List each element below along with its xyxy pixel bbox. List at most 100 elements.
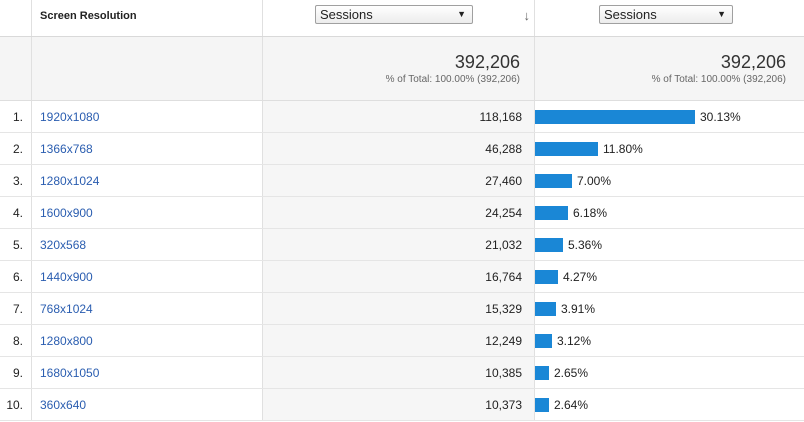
table-row: 1. 1920x1080 118,168 30.13% xyxy=(0,101,804,133)
metric-column-header: Sessions ▼ ↓ xyxy=(263,0,535,36)
metric-select-2[interactable]: Sessions ▼ xyxy=(599,4,733,24)
share-bar xyxy=(535,333,552,348)
row-index: 5. xyxy=(0,229,32,260)
resolution-cell: 1440x900 xyxy=(32,261,263,292)
dimension-header[interactable]: Screen Resolution xyxy=(32,0,263,36)
resolution-link[interactable]: 768x1024 xyxy=(40,301,93,316)
share-percent: 30.13% xyxy=(700,109,741,124)
share-percent: 2.64% xyxy=(554,397,589,412)
share-bar xyxy=(535,109,695,124)
share-percent: 5.36% xyxy=(568,237,603,252)
share-bar xyxy=(535,141,598,156)
resolution-cell: 320x568 xyxy=(32,229,263,260)
share-bar xyxy=(535,301,556,316)
row-index: 4. xyxy=(0,197,32,228)
sessions-value: 12,249 xyxy=(263,325,535,356)
share-bar xyxy=(535,365,549,380)
header-index-cell xyxy=(0,0,32,36)
share-bar-cell: 7.00% xyxy=(535,165,804,196)
share-bar-cell: 2.65% xyxy=(535,357,804,388)
table-header: Screen Resolution Sessions ▼ ↓ Sessions … xyxy=(0,0,804,37)
metric-select-1-label: Sessions xyxy=(320,6,373,22)
total-sessions-value: 392,206 xyxy=(454,52,520,72)
share-percent: 2.65% xyxy=(554,365,589,380)
sessions-value: 118,168 xyxy=(263,101,535,132)
resolution-cell: 1280x1024 xyxy=(32,165,263,196)
table-row: 7. 768x1024 15,329 3.91% xyxy=(0,293,804,325)
table-row: 5. 320x568 21,032 5.36% xyxy=(0,229,804,261)
resolution-link[interactable]: 1680x1050 xyxy=(40,365,100,380)
total-comparison-percent: % of Total: 100.00% (392,206) xyxy=(651,74,786,85)
row-index: 6. xyxy=(0,261,32,292)
table-row: 6. 1440x900 16,764 4.27% xyxy=(0,261,804,293)
totals-index-cell xyxy=(0,37,32,100)
resolution-link[interactable]: 1280x800 xyxy=(40,333,93,348)
resolution-link[interactable]: 1366x768 xyxy=(40,141,93,156)
row-index: 2. xyxy=(0,133,32,164)
share-bar-cell: 3.91% xyxy=(535,293,804,324)
share-bar-cell: 6.18% xyxy=(535,197,804,228)
resolution-cell: 1366x768 xyxy=(32,133,263,164)
table-row: 10. 360x640 10,373 2.64% xyxy=(0,389,804,421)
sessions-value: 27,460 xyxy=(263,165,535,196)
share-percent: 7.00% xyxy=(577,173,612,188)
table-body: 1. 1920x1080 118,168 30.13% 2. 1366x768 46,288… xyxy=(0,101,804,421)
table-row: 4. 1600x900 24,254 6.18% xyxy=(0,197,804,229)
share-bar-cell: 3.12% xyxy=(535,325,804,356)
resolution-cell: 1920x1080 xyxy=(32,101,263,132)
totals-row: 392,206 % of Total: 100.00% (392,206) 39… xyxy=(0,37,804,101)
resolution-cell: 1280x800 xyxy=(32,325,263,356)
resolution-link[interactable]: 1280x1024 xyxy=(40,173,100,188)
resolution-link[interactable]: 360x640 xyxy=(40,397,87,412)
resolution-link[interactable]: 1600x900 xyxy=(40,205,93,220)
row-index: 7. xyxy=(0,293,32,324)
share-percent: 4.27% xyxy=(563,269,598,284)
share-bar xyxy=(535,237,563,252)
metric-select-1[interactable]: Sessions ▼ xyxy=(315,4,473,24)
dropdown-caret-icon: ▼ xyxy=(457,9,466,19)
row-index: 1. xyxy=(0,101,32,132)
sessions-value: 16,764 xyxy=(263,261,535,292)
sessions-value: 10,373 xyxy=(263,389,535,420)
resolution-cell: 1600x900 xyxy=(32,197,263,228)
share-bar-cell: 4.27% xyxy=(535,261,804,292)
row-index: 9. xyxy=(0,357,32,388)
table-row: 3. 1280x1024 27,460 7.00% xyxy=(0,165,804,197)
table-row: 2. 1366x768 46,288 11.80% xyxy=(0,133,804,165)
metric-select-2-label: Sessions xyxy=(604,6,657,22)
sort-down-arrow-icon[interactable]: ↓ xyxy=(523,8,531,23)
sessions-value: 24,254 xyxy=(263,197,535,228)
totals-comparison-cell: 392,206 % of Total: 100.00% (392,206) xyxy=(535,37,804,100)
totals-sessions-cell: 392,206 % of Total: 100.00% (392,206) xyxy=(263,37,535,100)
share-bar-cell: 2.64% xyxy=(535,389,804,420)
resolution-link[interactable]: 1440x900 xyxy=(40,269,93,284)
share-bar-cell: 30.13% xyxy=(535,101,804,132)
sessions-value: 15,329 xyxy=(263,293,535,324)
resolution-link[interactable]: 1920x1080 xyxy=(40,109,100,124)
sessions-value: 46,288 xyxy=(263,133,535,164)
resolution-cell: 1680x1050 xyxy=(32,357,263,388)
share-bar-cell: 11.80% xyxy=(535,133,804,164)
share-percent: 6.18% xyxy=(573,205,608,220)
share-bar xyxy=(535,173,572,188)
comparison-column-header: Sessions ▼ xyxy=(535,0,804,36)
row-index: 10. xyxy=(0,389,32,420)
share-percent: 3.12% xyxy=(557,333,592,348)
dropdown-caret-icon: ▼ xyxy=(717,9,726,19)
row-index: 3. xyxy=(0,165,32,196)
table-row: 9. 1680x1050 10,385 2.65% xyxy=(0,357,804,389)
total-comparison-value: 392,206 xyxy=(720,52,786,72)
share-bar-cell: 5.36% xyxy=(535,229,804,260)
resolution-link[interactable]: 320x568 xyxy=(40,237,87,252)
sessions-value: 10,385 xyxy=(263,357,535,388)
table-row: 8. 1280x800 12,249 3.12% xyxy=(0,325,804,357)
total-sessions-percent: % of Total: 100.00% (392,206) xyxy=(385,74,520,85)
share-percent: 3.91% xyxy=(561,301,596,316)
share-percent: 11.80% xyxy=(603,141,643,156)
share-bar xyxy=(535,269,558,284)
share-bar xyxy=(535,205,568,220)
sessions-value: 21,032 xyxy=(263,229,535,260)
resolution-cell: 768x1024 xyxy=(32,293,263,324)
row-index: 8. xyxy=(0,325,32,356)
